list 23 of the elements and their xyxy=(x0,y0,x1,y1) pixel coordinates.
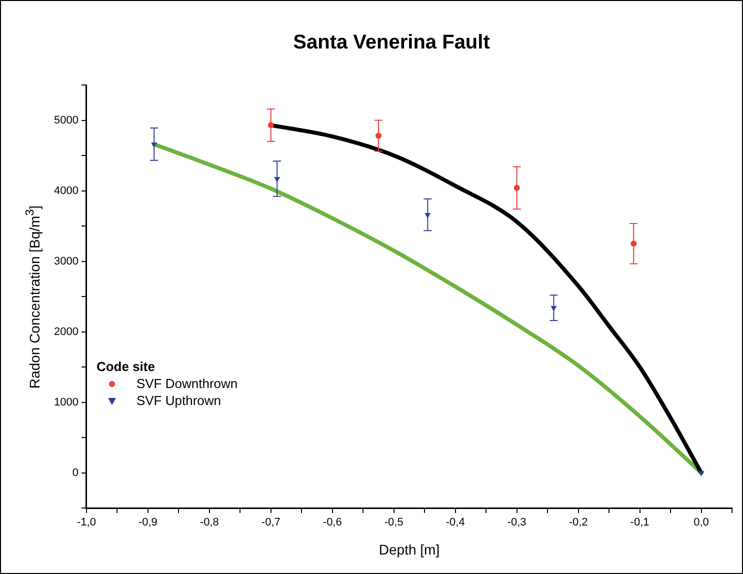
point xyxy=(698,471,704,476)
x-tick-label: -0,3 xyxy=(507,516,526,529)
legend-label: SVF Upthrown xyxy=(136,392,222,409)
legend-label: SVF Downthrown xyxy=(136,375,238,392)
x-tick-label: -1,0 xyxy=(76,516,96,529)
legend-title: Code site xyxy=(96,358,156,375)
x-tick-label: -0,5 xyxy=(384,516,404,529)
y-tick-label: 0 xyxy=(72,466,78,479)
chart-title: Santa Venerina Fault xyxy=(293,32,490,54)
x-axis-title: Depth [m] xyxy=(378,541,440,558)
y-tick-label: 1000 xyxy=(54,396,78,408)
x-tick-label: -0,7 xyxy=(261,516,280,529)
x-tick-label: -0,6 xyxy=(322,516,342,529)
y-tick-label: 2000 xyxy=(54,326,78,338)
x-tick-label: -0,4 xyxy=(446,516,465,529)
x-tick-label: -0,9 xyxy=(138,516,158,529)
y-tick-label: 5000 xyxy=(54,114,78,126)
y-tick-label: 3000 xyxy=(54,255,78,268)
x-tick-label: -0,8 xyxy=(200,516,219,529)
x-tick-label: -0,1 xyxy=(630,516,650,529)
x-tick-label: -0,2 xyxy=(568,516,588,529)
x-tick-label: 0,0 xyxy=(694,516,709,529)
y-tick-label: 4000 xyxy=(54,184,78,197)
